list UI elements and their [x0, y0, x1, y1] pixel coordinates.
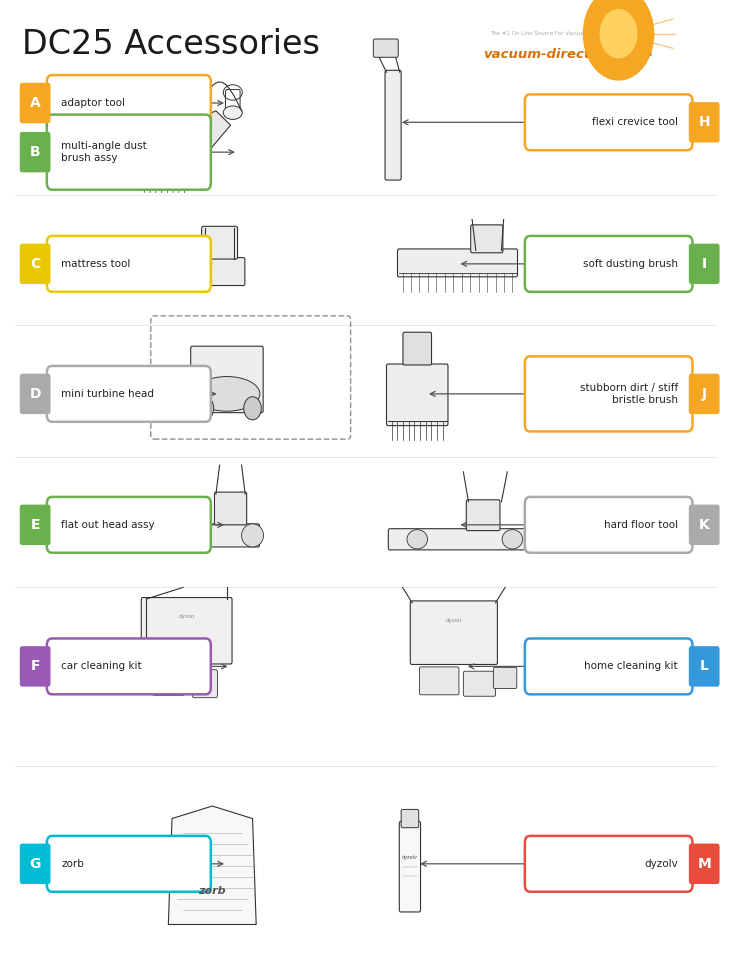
FancyBboxPatch shape [373, 39, 398, 57]
Text: mattress tool: mattress tool [61, 259, 131, 269]
Text: The #1 On Line Source For Vacuums: The #1 On Line Source For Vacuums [490, 31, 591, 36]
Text: vacuum-direct: vacuum-direct [483, 48, 591, 61]
Ellipse shape [407, 530, 427, 549]
Text: DC25 Accessories: DC25 Accessories [22, 28, 320, 61]
Ellipse shape [502, 530, 523, 549]
FancyBboxPatch shape [386, 364, 448, 426]
FancyBboxPatch shape [466, 500, 500, 531]
Ellipse shape [196, 397, 214, 420]
Text: B: B [30, 145, 40, 159]
Text: E: E [31, 518, 40, 532]
Text: .com: .com [624, 48, 652, 58]
FancyBboxPatch shape [493, 667, 517, 689]
FancyBboxPatch shape [20, 646, 51, 687]
Text: J: J [701, 387, 707, 401]
FancyBboxPatch shape [689, 646, 720, 687]
Text: flat out head assy: flat out head assy [61, 520, 155, 530]
FancyBboxPatch shape [525, 497, 692, 553]
Text: flexi crevice tool: flexi crevice tool [592, 117, 678, 127]
FancyBboxPatch shape [47, 638, 211, 694]
FancyBboxPatch shape [141, 597, 232, 664]
FancyBboxPatch shape [525, 94, 692, 150]
Circle shape [600, 10, 637, 58]
FancyBboxPatch shape [47, 115, 211, 190]
FancyBboxPatch shape [689, 844, 720, 884]
Text: hard floor tool: hard floor tool [604, 520, 678, 530]
Text: F: F [31, 660, 40, 673]
Text: zorb: zorb [61, 859, 84, 869]
Text: M: M [698, 857, 711, 871]
Text: adaptor tool: adaptor tool [61, 98, 125, 108]
FancyBboxPatch shape [178, 368, 203, 401]
Text: soft dusting brush: soft dusting brush [583, 259, 678, 269]
Text: dyzolv: dyzolv [402, 854, 418, 860]
FancyBboxPatch shape [689, 505, 720, 545]
FancyBboxPatch shape [107, 257, 244, 285]
Text: A: A [30, 96, 40, 110]
Text: stubborn dirt / stiff
bristle brush: stubborn dirt / stiff bristle brush [580, 382, 678, 405]
FancyBboxPatch shape [471, 224, 503, 252]
FancyBboxPatch shape [47, 366, 211, 422]
FancyBboxPatch shape [689, 244, 720, 284]
Ellipse shape [194, 377, 260, 411]
Text: D: D [29, 387, 41, 401]
FancyBboxPatch shape [214, 492, 247, 525]
FancyBboxPatch shape [20, 844, 51, 884]
Text: multi-angle dust
brush assy: multi-angle dust brush assy [61, 141, 147, 164]
Text: car cleaning kit: car cleaning kit [61, 662, 142, 671]
FancyBboxPatch shape [20, 132, 51, 172]
Polygon shape [143, 111, 231, 169]
FancyBboxPatch shape [410, 601, 498, 664]
Text: mini turbine head: mini turbine head [61, 389, 154, 399]
Text: home cleaning kit: home cleaning kit [584, 662, 678, 671]
FancyBboxPatch shape [20, 244, 51, 284]
FancyBboxPatch shape [525, 836, 692, 892]
Circle shape [591, 0, 646, 69]
FancyBboxPatch shape [525, 356, 692, 431]
Text: L: L [700, 660, 709, 673]
FancyBboxPatch shape [201, 226, 237, 259]
Text: I: I [701, 257, 707, 271]
Circle shape [600, 9, 638, 59]
FancyBboxPatch shape [47, 497, 211, 553]
FancyBboxPatch shape [689, 374, 720, 414]
FancyBboxPatch shape [20, 505, 51, 545]
FancyBboxPatch shape [193, 669, 217, 697]
Text: H: H [698, 116, 710, 129]
Text: dyzolv: dyzolv [644, 859, 678, 869]
FancyBboxPatch shape [385, 70, 401, 180]
FancyBboxPatch shape [419, 666, 459, 695]
Text: zorb: zorb [198, 886, 226, 896]
Text: C: C [30, 257, 40, 271]
FancyBboxPatch shape [525, 638, 692, 694]
FancyBboxPatch shape [463, 671, 496, 696]
FancyBboxPatch shape [525, 236, 692, 292]
FancyBboxPatch shape [400, 821, 421, 912]
Ellipse shape [242, 524, 264, 547]
Text: K: K [699, 518, 709, 532]
FancyBboxPatch shape [401, 809, 419, 827]
FancyBboxPatch shape [20, 374, 51, 414]
FancyBboxPatch shape [47, 836, 211, 892]
Text: dyson: dyson [179, 613, 195, 619]
Polygon shape [168, 806, 256, 924]
FancyBboxPatch shape [388, 529, 526, 550]
FancyBboxPatch shape [397, 248, 518, 276]
FancyBboxPatch shape [190, 346, 264, 412]
Text: dyson: dyson [446, 617, 462, 623]
Ellipse shape [146, 524, 168, 547]
FancyBboxPatch shape [47, 236, 211, 292]
FancyBboxPatch shape [403, 332, 432, 365]
Text: G: G [29, 857, 41, 871]
Ellipse shape [244, 397, 261, 420]
FancyBboxPatch shape [689, 102, 720, 143]
FancyBboxPatch shape [152, 663, 184, 695]
FancyBboxPatch shape [129, 524, 260, 547]
Ellipse shape [223, 106, 242, 119]
FancyBboxPatch shape [20, 83, 51, 123]
Circle shape [583, 0, 654, 80]
FancyBboxPatch shape [47, 75, 211, 131]
